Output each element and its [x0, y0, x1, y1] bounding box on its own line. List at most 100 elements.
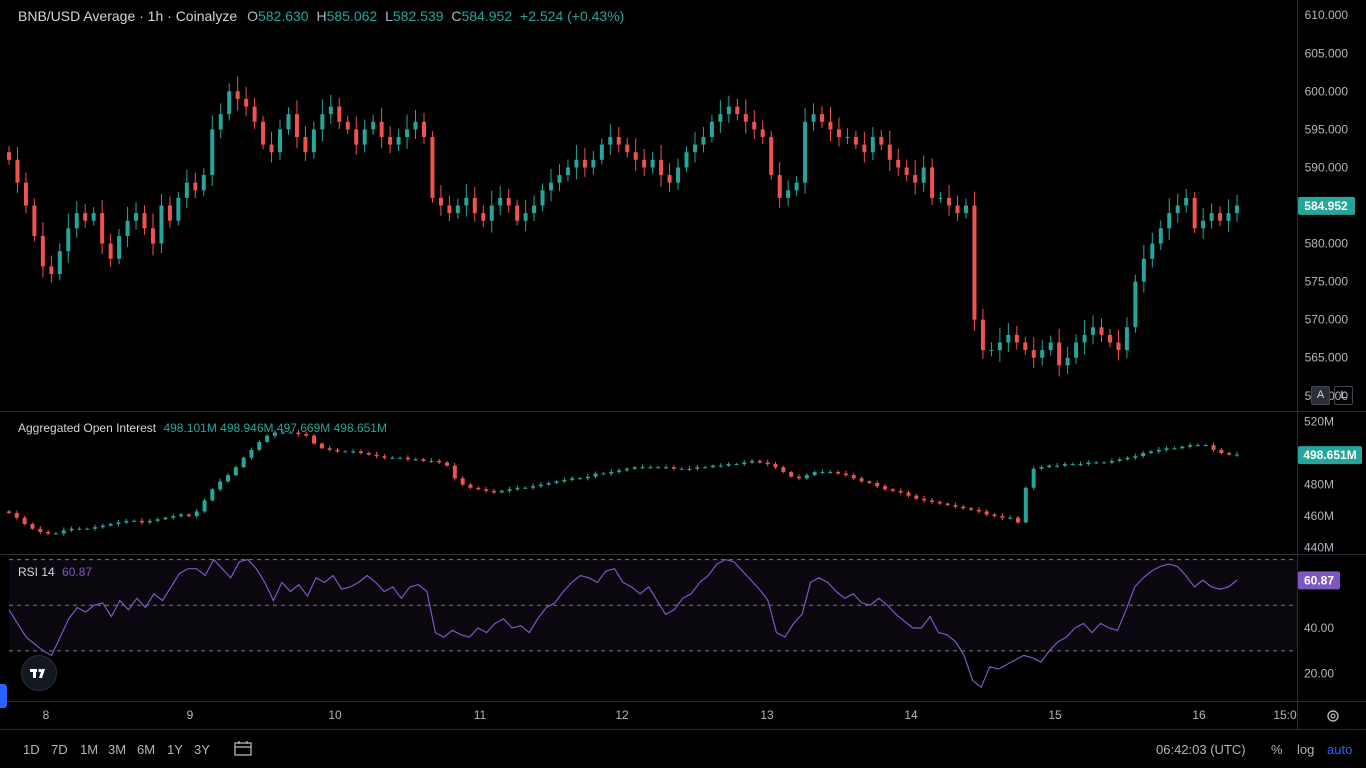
timeframe-1y-button[interactable]: 1Y	[167, 742, 183, 757]
price-candle-123	[1048, 342, 1053, 351]
oi-candle-12	[100, 525, 105, 528]
price-candle-130	[1107, 334, 1112, 343]
price-candle-18	[159, 205, 164, 244]
oi-candle-17	[139, 520, 144, 523]
oi-candle-27	[218, 481, 223, 490]
price-candle-1	[15, 159, 20, 183]
price-candle-25	[218, 114, 223, 130]
oi-candle-79	[624, 468, 629, 471]
oi-candle-35	[280, 432, 285, 434]
oi-candle-122	[961, 506, 966, 509]
price-candle-105	[896, 159, 901, 168]
oi-candle-82	[648, 467, 653, 469]
price-candle-29	[252, 106, 257, 122]
oi-candle-8	[69, 528, 74, 531]
price-candle-96	[820, 114, 825, 122]
oi-candle-36	[288, 432, 293, 434]
price-candle-100	[853, 137, 858, 145]
tradingview-logo[interactable]	[21, 655, 57, 691]
oi-candle-47	[374, 454, 379, 457]
last-price-label: 584.952	[1304, 199, 1348, 213]
percent-toggle[interactable]: %	[1271, 742, 1283, 757]
price-candle-76	[650, 159, 655, 168]
oi-high: 498.946M	[220, 421, 274, 435]
price-candle-41	[354, 129, 359, 145]
timeframe-1m-button[interactable]: 1M	[80, 742, 99, 757]
oi-candle-54	[429, 460, 434, 462]
timeframe-6m-button[interactable]: 6M	[137, 742, 156, 757]
oi-candle-0	[7, 511, 11, 513]
date-range-icon[interactable]	[233, 739, 253, 762]
oi-candle-135	[1062, 464, 1067, 466]
rsi-legend: RSI 14 60.87	[18, 565, 92, 579]
price-candle-122	[1040, 350, 1045, 358]
price-candle-126	[1074, 342, 1079, 358]
price-candle-73	[625, 144, 630, 153]
price-candle-142	[1209, 213, 1214, 221]
oi-candle-37	[296, 432, 301, 435]
time-axis-settings-icon[interactable]	[1327, 710, 1339, 722]
price-candle-112	[955, 205, 960, 214]
price-candle-121	[1031, 350, 1036, 358]
price-candle-14	[125, 220, 130, 236]
oi-candle-109	[859, 478, 864, 482]
timeframe-7d-button[interactable]: 7D	[51, 742, 68, 757]
oi-candle-102	[804, 475, 809, 479]
log-toggle[interactable]: log	[1297, 742, 1315, 757]
price-candle-9	[83, 213, 88, 221]
time-tick-3: 11	[474, 708, 487, 722]
timeframe-3m-button[interactable]: 3M	[108, 742, 127, 757]
sidebar-toggle-handle[interactable]	[0, 684, 7, 708]
auto-toggle[interactable]: auto	[1327, 742, 1353, 757]
oi-candle-148	[1164, 448, 1169, 450]
oi-candle-100	[789, 471, 794, 477]
price-candle-13	[117, 235, 122, 259]
oi-candle-23	[186, 514, 191, 517]
oi-candle-21	[171, 516, 176, 518]
price-candle-79	[676, 167, 681, 183]
price-candle-88	[752, 121, 757, 130]
price-candle-58	[498, 197, 503, 206]
price-candle-90	[769, 137, 774, 176]
price-candle-35	[303, 137, 308, 153]
price-candle-113	[963, 205, 968, 214]
oi-candle-127	[1000, 516, 1005, 518]
oi-candle-56	[445, 462, 450, 466]
oi-candle-24	[194, 511, 199, 517]
price-candle-110	[938, 197, 943, 199]
oi-candle-70	[554, 481, 559, 483]
timeframe-1d-button[interactable]: 1D	[23, 742, 40, 757]
oi-candle-22	[179, 514, 184, 517]
price-candle-44	[379, 121, 384, 137]
time-tick-8: 16	[1192, 708, 1206, 722]
rsi-last-label: 60.87	[1304, 573, 1334, 587]
price-candle-77	[659, 159, 664, 176]
price-candle-7	[66, 228, 71, 252]
log-scale-button[interactable]: L	[1334, 386, 1353, 405]
auto-scale-button[interactable]: A	[1311, 386, 1330, 405]
oi-candle-46	[366, 453, 371, 455]
oi-candle-138	[1086, 462, 1091, 465]
symbol-title: BNB/USD Average · 1h · Coinalyze	[18, 8, 238, 24]
price-candle-129	[1099, 327, 1104, 335]
timeframe-3y-button[interactable]: 3Y	[194, 742, 210, 757]
price-candle-104	[887, 144, 892, 160]
oi-candle-53	[421, 459, 426, 461]
price-candle-46	[396, 137, 401, 145]
oi-candle-11	[93, 527, 98, 529]
price-tick-6: 580.000	[1305, 237, 1349, 251]
price-candle-66	[565, 167, 570, 176]
price-candle-108	[921, 167, 926, 183]
oi-candle-9	[77, 528, 82, 530]
oi-candle-80	[632, 467, 637, 469]
oi-candle-150	[1180, 446, 1185, 449]
oi-candle-30	[241, 457, 246, 468]
price-candle-54	[464, 197, 469, 206]
oi-low: 497.669M	[276, 421, 331, 435]
utc-clock[interactable]: 06:42:03 (UTC)	[1156, 742, 1246, 757]
price-candle-42	[362, 129, 367, 145]
price-candle-101	[862, 144, 867, 153]
oi-candle-33	[265, 435, 270, 442]
price-candle-61	[523, 213, 528, 221]
